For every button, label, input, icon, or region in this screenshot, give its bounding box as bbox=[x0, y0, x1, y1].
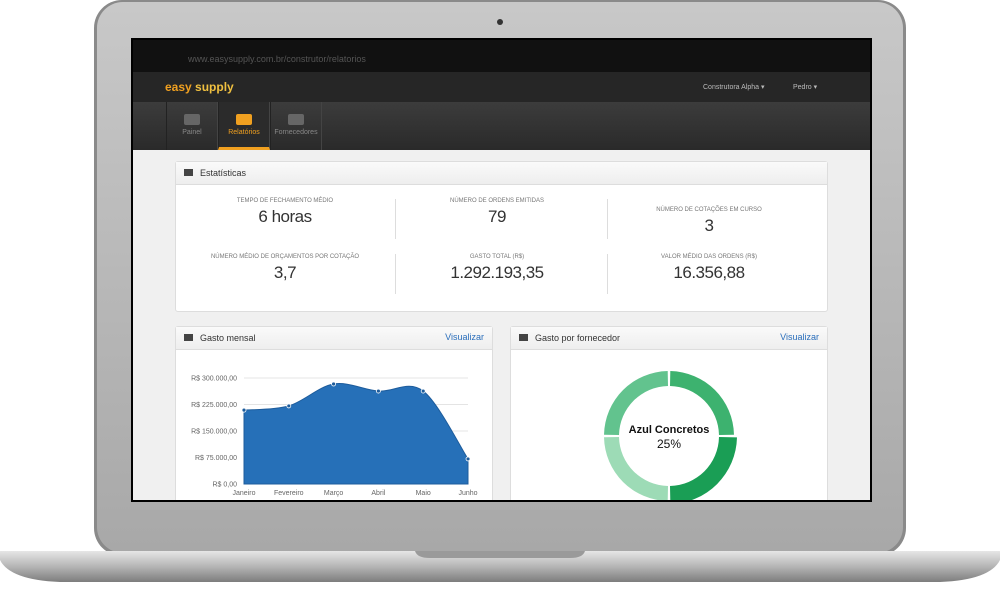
view-link[interactable]: Visualizar bbox=[445, 332, 484, 342]
stat-label: GASTO TOTAL (R$) bbox=[469, 254, 525, 260]
user-menu[interactable]: Pedro ▾ bbox=[793, 84, 818, 91]
tab-label: Painel bbox=[182, 129, 202, 136]
tab[interactable]: Relatórios bbox=[218, 102, 270, 150]
center-label: Azul Concretos bbox=[629, 424, 710, 436]
point bbox=[331, 381, 337, 387]
user: Pedro bbox=[793, 84, 812, 91]
brand-left: easy bbox=[165, 80, 192, 94]
stat: NÚMERO MÉDIO DE ORÇAMENTOS POR COTAÇÃO 3,… bbox=[180, 254, 390, 283]
camera bbox=[497, 19, 503, 25]
tab-label: Fornecedores bbox=[274, 129, 318, 136]
slice bbox=[604, 371, 669, 436]
slice bbox=[669, 371, 734, 436]
brand[interactable]: easy supply bbox=[165, 80, 234, 94]
x-tick-label: Março bbox=[324, 490, 344, 497]
area-chart: R$ 0,00 R$ 75.000,00 R$ 150.000,00 R$ 225.0… bbox=[191, 376, 478, 498]
tab-icon bbox=[236, 114, 252, 125]
y-tick-label: R$ 300.000,00 bbox=[191, 376, 237, 383]
x-tick-label: Junho bbox=[458, 490, 477, 497]
stat-label: NÚMERO MÉDIO DE ORÇAMENTOS POR COTAÇÃO bbox=[210, 254, 360, 260]
tab[interactable]: Fornecedores bbox=[270, 102, 322, 150]
tab-bar: Painel Relatórios Fornecedores bbox=[133, 102, 870, 150]
panel-title: Estatísticas bbox=[200, 168, 247, 178]
slice bbox=[670, 436, 737, 500]
stat-label: VALOR MÉDIO DAS ORDENS (R$) bbox=[661, 254, 757, 260]
panel-header: Gasto por fornecedor Visualizar bbox=[511, 327, 827, 350]
brand-right: supply bbox=[195, 80, 234, 94]
y-tick-label: R$ 0,00 bbox=[212, 482, 237, 489]
point bbox=[241, 407, 247, 413]
url: www.easysupply.com.br/construtor/relator… bbox=[188, 54, 366, 64]
panel-title: Gasto mensal bbox=[200, 333, 256, 343]
laptop-base bbox=[0, 551, 1000, 582]
y-tick-label: R$ 225.000,00 bbox=[191, 402, 237, 409]
tab-icon bbox=[184, 114, 200, 125]
x-tick-label: Janeiro bbox=[233, 490, 256, 497]
point bbox=[420, 388, 426, 394]
view-link[interactable]: Visualizar bbox=[780, 332, 819, 342]
panel-header: Estatísticas bbox=[176, 162, 827, 185]
stat-label: TEMPO DE FECHAMENTO MÉDIO bbox=[236, 198, 334, 204]
stat-value: 79 bbox=[488, 207, 506, 226]
stat-value: 1.292.193,35 bbox=[450, 263, 544, 282]
browser-bar: www.easysupply.com.br/construtor/relator… bbox=[133, 40, 870, 72]
y-tick-label: R$ 150.000,00 bbox=[191, 429, 237, 436]
point bbox=[465, 456, 471, 462]
company: Construtora Alpha bbox=[703, 84, 760, 91]
stat-value: 6 horas bbox=[258, 207, 312, 226]
stat: NÚMERO DE COTAÇÕES EM CURSO 3 bbox=[604, 207, 814, 236]
stat-value: 3,7 bbox=[273, 263, 297, 282]
panel-header: Gasto mensal Visualizar bbox=[176, 327, 492, 350]
x-tick-label: Abril bbox=[371, 490, 385, 497]
tab-label: Relatórios bbox=[228, 129, 260, 136]
stat: TEMPO DE FECHAMENTO MÉDIO 6 horas bbox=[180, 198, 390, 227]
chart-panel: Gasto por fornecedor Visualizar Azul Conc… bbox=[510, 326, 828, 500]
tab[interactable]: Painel bbox=[166, 102, 218, 150]
navbar: easy supply Construtora Alpha ▾ Pedro ▾ bbox=[133, 72, 870, 103]
company-menu[interactable]: Construtora Alpha ▾ bbox=[703, 84, 765, 91]
stat: NÚMERO DE ORDENS EMITIDAS 79 bbox=[392, 198, 602, 227]
chart-panel: Gasto mensal Visualizar R$ 0,00 R$ 75.000,… bbox=[175, 326, 493, 500]
area bbox=[243, 383, 469, 485]
stat-value: 3 bbox=[704, 216, 714, 235]
panel-title: Gasto por fornecedor bbox=[535, 333, 621, 343]
stat-label: NÚMERO DE COTAÇÕES EM CURSO bbox=[656, 207, 762, 213]
stat-value: 16.356,88 bbox=[673, 263, 745, 282]
stat-label: NÚMERO DE ORDENS EMITIDAS bbox=[449, 198, 544, 204]
x-tick-label: Fevereiro bbox=[274, 490, 304, 497]
screen: www.easysupply.com.br/construtor/relator… bbox=[133, 40, 870, 500]
slice bbox=[604, 436, 668, 500]
point bbox=[286, 403, 292, 409]
stat: GASTO TOTAL (R$) 1.292.193,35 bbox=[392, 254, 602, 283]
center-value: 25% bbox=[657, 437, 681, 451]
stat: VALOR MÉDIO DAS ORDENS (R$) 16.356,88 bbox=[604, 254, 814, 283]
stats-panel: Estatísticas TEMPO DE FECHAMENTO MÉDIO 6 … bbox=[175, 161, 828, 312]
tab-icon bbox=[288, 114, 304, 125]
x-tick-label: Maio bbox=[416, 490, 431, 497]
base-notch bbox=[415, 551, 585, 558]
point bbox=[375, 388, 381, 394]
y-tick-label: R$ 75.000,00 bbox=[195, 455, 237, 462]
